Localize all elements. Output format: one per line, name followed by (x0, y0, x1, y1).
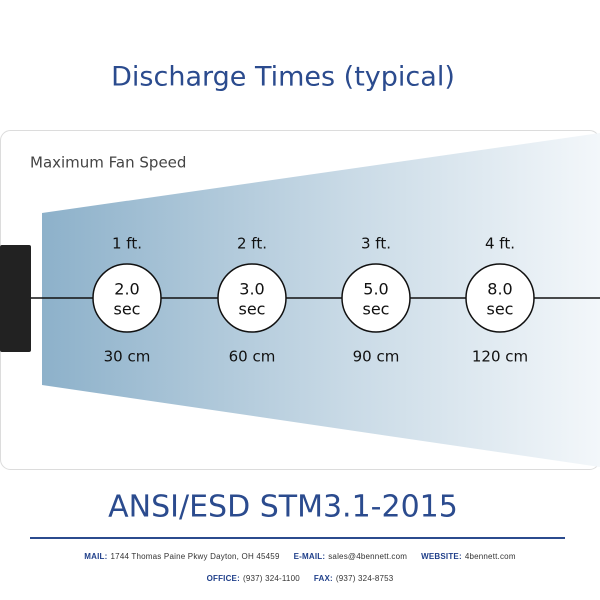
contact-item: WEBSITE: 4bennett.com (421, 552, 516, 561)
contact-value: 1744 Thomas Paine Pkwy Dayton, OH 45459 (110, 552, 280, 561)
distance-ft: 2 ft. (237, 235, 267, 253)
time-value: 2.0 (114, 280, 139, 299)
footer-line: OFFICE: (937) 324-1100 FAX: (937) 324-8753 (0, 574, 600, 583)
contact-label: FAX: (313, 574, 333, 583)
contact-label: E-MAIL: (293, 552, 326, 561)
distance-cm: 30 cm (104, 348, 151, 366)
fan-unit (0, 245, 31, 352)
time-circle (465, 263, 535, 333)
distance-ft: 4 ft. (485, 235, 515, 253)
time-unit: sec (487, 300, 514, 319)
distance-ft: 1 ft. (112, 235, 142, 253)
contact-label: MAIL: (84, 552, 108, 561)
airflow-cone (42, 133, 600, 467)
time-circle (217, 263, 287, 333)
contact-label: WEBSITE: (421, 552, 462, 561)
time-unit: sec (114, 300, 141, 319)
contact-item: MAIL: 1744 Thomas Paine Pkwy Dayton, OH 4… (84, 552, 279, 561)
standard: ANSI/ESD STM3.1-2015 (108, 490, 458, 525)
time-unit: sec (239, 300, 266, 319)
title: Discharge Times (typical) (111, 62, 455, 93)
panel-label: Maximum Fan Speed (30, 154, 186, 172)
distance-ft: 3 ft. (361, 235, 391, 253)
distance-cm: 60 cm (229, 348, 276, 366)
time-value: 3.0 (239, 280, 264, 299)
time-value: 5.0 (363, 280, 388, 299)
contact-item: OFFICE: (937) 324-1100 (207, 574, 300, 583)
distance-cm: 90 cm (353, 348, 400, 366)
time-value: 8.0 (487, 280, 512, 299)
time-circle (92, 263, 162, 333)
contact-value: (937) 324-8753 (335, 574, 394, 583)
distance-cm: 120 cm (472, 348, 528, 366)
time-circle (341, 263, 411, 333)
contact-item: E-MAIL: sales@4bennett.com (294, 552, 408, 561)
time-unit: sec (363, 300, 390, 319)
contact-label: OFFICE: (206, 574, 240, 583)
contact-item: FAX: (937) 324-8753 (314, 574, 394, 583)
contact-value: 4bennett.com (464, 552, 516, 561)
footer-line: MAIL: 1744 Thomas Paine Pkwy Dayton, OH 4… (0, 552, 600, 561)
contact-value: sales@4bennett.com (328, 552, 408, 561)
contact-value: (937) 324-1100 (242, 574, 300, 583)
